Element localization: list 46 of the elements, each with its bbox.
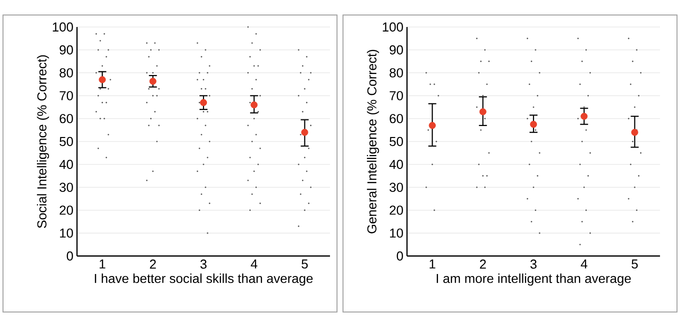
y-tick-label: 0 bbox=[66, 251, 73, 261]
x-tick-label: 2 bbox=[150, 260, 156, 269]
point bbox=[200, 99, 207, 106]
x-tick-label: 4 bbox=[250, 260, 258, 268]
x-tick-label: 1 bbox=[430, 260, 436, 268]
y-tick-label: 60 bbox=[60, 114, 73, 124]
y-tick-label: 60 bbox=[390, 114, 403, 124]
point bbox=[631, 128, 638, 136]
point bbox=[149, 78, 156, 85]
y-tick-label: 40 bbox=[389, 160, 403, 169]
y-tick-label: 30 bbox=[60, 182, 73, 192]
y-tick-label: 100 bbox=[52, 22, 73, 32]
x-tick-label: 3 bbox=[530, 260, 537, 269]
x-tick-label: 5 bbox=[302, 260, 308, 269]
x-axis-title: I am more intelligent than average bbox=[436, 274, 631, 286]
y-tick-label: 70 bbox=[60, 91, 73, 100]
y-axis-title: Social Intelligence (% Correct) bbox=[36, 55, 50, 228]
y-tick-label: 30 bbox=[390, 182, 403, 192]
y-tick-label: 100 bbox=[382, 22, 403, 32]
point bbox=[98, 76, 106, 84]
point bbox=[479, 108, 486, 116]
y-tick-label: 70 bbox=[390, 91, 403, 100]
y-tick-label: 20 bbox=[390, 206, 403, 215]
y-tick-label: 80 bbox=[60, 68, 73, 78]
x-tick-label: 5 bbox=[632, 260, 638, 269]
y-tick-label: 10 bbox=[60, 228, 73, 238]
y-tick-label: 80 bbox=[390, 68, 403, 78]
x-tick-label: 2 bbox=[480, 260, 486, 269]
point bbox=[580, 112, 588, 120]
y-tick-label: 0 bbox=[396, 251, 403, 261]
x-axis-title: I have better social skills than average bbox=[94, 274, 313, 286]
point bbox=[530, 120, 537, 128]
point bbox=[301, 128, 308, 136]
y-tick-label: 40 bbox=[59, 160, 73, 169]
x-tick-label: 3 bbox=[200, 260, 207, 269]
y-tick-label: 20 bbox=[60, 206, 73, 215]
x-tick-label: 1 bbox=[100, 260, 106, 268]
y-axis-title: General Intelligence (% Correct) bbox=[366, 50, 380, 234]
point bbox=[428, 122, 436, 129]
y-tick-label: 10 bbox=[390, 228, 403, 238]
point bbox=[250, 101, 258, 108]
y-tick-label: 90 bbox=[390, 45, 403, 54]
y-tick-label: 50 bbox=[390, 136, 403, 146]
y-tick-label: 90 bbox=[60, 45, 73, 54]
y-tick-label: 50 bbox=[60, 136, 73, 146]
x-tick-label: 4 bbox=[580, 260, 588, 268]
